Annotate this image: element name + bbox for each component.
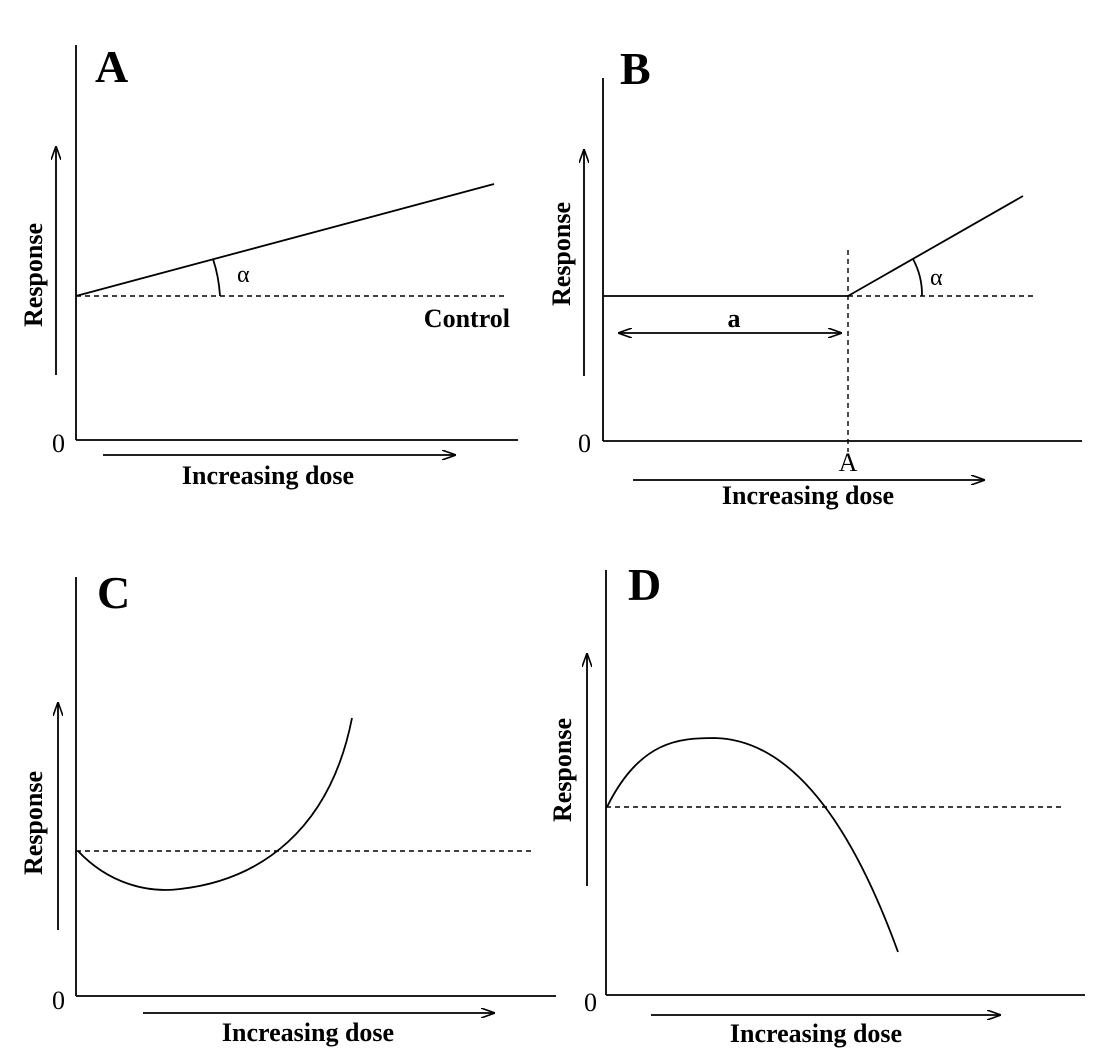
panel-b-y-label: Response bbox=[547, 202, 576, 306]
panel-d: D 0 Response Increasing dose bbox=[548, 559, 1085, 1048]
panel-c: C 0 Response Increasing dose bbox=[19, 567, 556, 1047]
panel-c-x-label: Increasing dose bbox=[222, 1018, 394, 1047]
panel-a-angle-label: α bbox=[237, 262, 250, 288]
panel-a-origin: 0 bbox=[52, 429, 65, 458]
panel-b-threshold-label: A bbox=[839, 448, 858, 477]
panel-d-letter: D bbox=[628, 559, 661, 610]
panel-a-control-label: Control bbox=[424, 304, 510, 333]
panel-c-origin: 0 bbox=[52, 986, 65, 1015]
panel-b-distance-label: a bbox=[728, 304, 741, 333]
panel-b-origin: 0 bbox=[578, 429, 591, 458]
panel-b-rising-response bbox=[847, 195, 1024, 297]
panel-c-u-curve bbox=[77, 717, 353, 891]
panel-a-angle-arc bbox=[212, 258, 221, 297]
panel-d-inverted-u-curve bbox=[606, 737, 899, 953]
panel-b-angle-arc bbox=[912, 258, 923, 297]
panel-a-letter: A bbox=[95, 41, 128, 92]
panel-a-response-line bbox=[75, 183, 495, 297]
panel-b: B 0 Response Increasing dose A a α bbox=[547, 43, 1082, 510]
panel-a: A 0 Response Increasing dose Control α bbox=[19, 41, 518, 490]
panel-d-origin: 0 bbox=[584, 988, 597, 1017]
panel-c-y-label: Response bbox=[19, 771, 48, 875]
panel-b-angle-label: α bbox=[930, 265, 943, 291]
panel-a-y-label: Response bbox=[19, 223, 48, 327]
panel-b-letter: B bbox=[620, 43, 651, 94]
panel-a-x-label: Increasing dose bbox=[182, 461, 354, 490]
panel-c-letter: C bbox=[97, 567, 130, 618]
panel-d-y-label: Response bbox=[548, 718, 577, 822]
panel-b-x-label: Increasing dose bbox=[722, 481, 894, 510]
panel-d-x-label: Increasing dose bbox=[730, 1019, 902, 1048]
